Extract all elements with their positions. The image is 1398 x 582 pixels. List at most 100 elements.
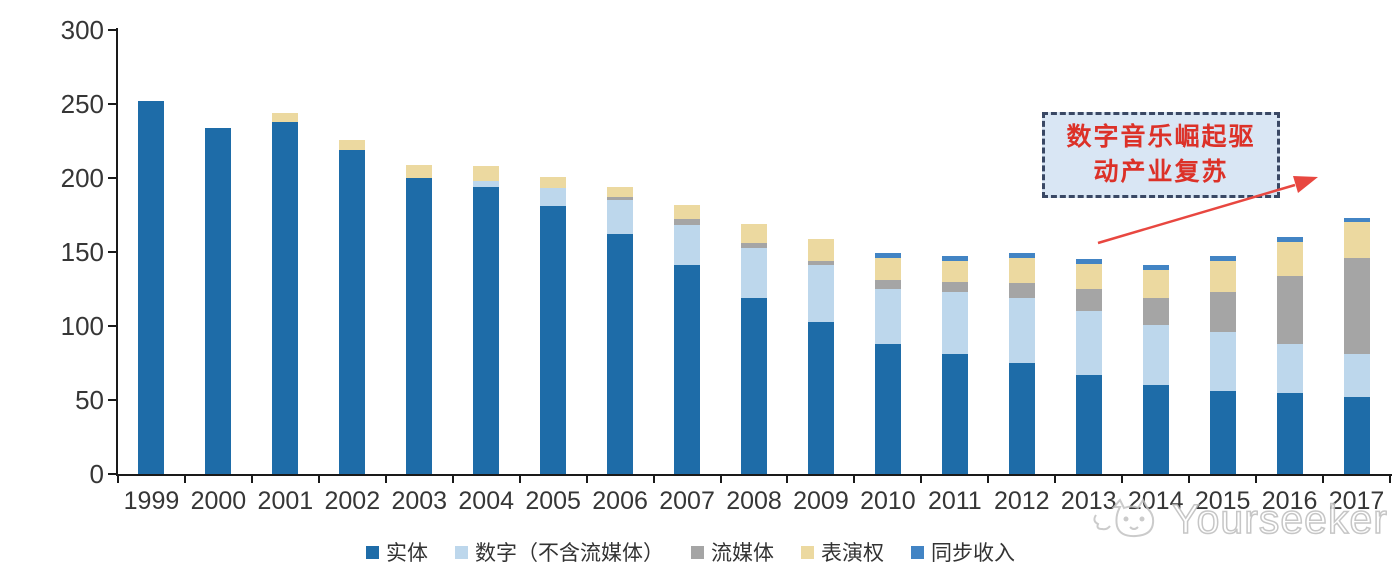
bar-segment-2004 <box>473 186 500 474</box>
y-tick <box>108 29 116 31</box>
bar-segment-2015 <box>1209 331 1236 392</box>
bar-segment-2008 <box>741 247 767 298</box>
y-tick <box>108 473 116 475</box>
bar-segment-2014 <box>1142 324 1169 386</box>
bar-segment-2013 <box>1075 311 1102 375</box>
x-tick-label: 2001 <box>257 487 314 515</box>
bar-segment-2017 <box>1343 222 1370 258</box>
bar-segment-2011 <box>941 260 968 282</box>
x-tick <box>183 476 186 483</box>
bar-segment-2008 <box>741 243 767 248</box>
bar-segment-1999 <box>138 101 165 474</box>
x-tick <box>451 476 454 483</box>
bar-segment-2003 <box>406 164 433 178</box>
bar-segment-2016 <box>1276 275 1303 344</box>
bar-segment-2006 <box>607 197 634 201</box>
bar-segment-2012 <box>1008 297 1035 363</box>
legend-item: 数字（不含流媒体） <box>455 537 664 567</box>
x-tick <box>117 476 119 483</box>
bar-segment-2006 <box>607 234 634 474</box>
bar-segment-2012 <box>1008 363 1035 474</box>
x-tick <box>1054 476 1057 483</box>
x-tick-label: 2000 <box>190 487 247 515</box>
bar-segment-2009 <box>807 265 834 322</box>
bar-segment-2010 <box>874 280 901 289</box>
x-tick-label: 2013 <box>1060 487 1117 515</box>
bar-segment-2016 <box>1276 343 1303 393</box>
bar-segment-2015 <box>1209 256 1236 261</box>
x-tick <box>920 476 923 483</box>
legend-label: 数字（不含流媒体） <box>475 542 664 565</box>
bar-segment-2000 <box>205 127 232 474</box>
x-tick <box>1188 476 1191 483</box>
y-tick-label: 0 <box>89 459 104 489</box>
bar-segment-2014 <box>1142 297 1169 325</box>
bar-segment-2003 <box>406 178 433 474</box>
x-tick-label: 2012 <box>993 487 1050 515</box>
x-tick-label: 2008 <box>726 487 782 515</box>
bar-segment-2007 <box>674 204 701 220</box>
x-tick <box>987 476 990 483</box>
legend-item: 实体 <box>366 537 428 567</box>
bar-segment-2013 <box>1075 289 1102 312</box>
bar-segment-2012 <box>1008 253 1035 258</box>
x-tick <box>719 476 722 483</box>
x-tick-label: 2005 <box>525 487 581 515</box>
bar-segment-2017 <box>1343 257 1370 355</box>
bar-segment-2017 <box>1343 217 1370 223</box>
bar-segment-2015 <box>1209 291 1236 332</box>
legend-swatch <box>455 545 468 559</box>
x-tick <box>250 476 253 483</box>
yourseeker-logo-icon <box>1093 497 1155 537</box>
bar-segment-2009 <box>807 321 834 474</box>
watermark: Yourseeker <box>1092 495 1388 543</box>
bar-segment-2001 <box>272 121 299 474</box>
bar-segment-2002 <box>339 149 366 474</box>
bar-segment-2013 <box>1075 263 1102 289</box>
x-tick <box>384 476 387 483</box>
bar-segment-2006 <box>607 186 634 198</box>
annotation-text-line1: 数字音乐崛起驱 <box>1066 123 1256 151</box>
x-tick <box>1121 476 1124 483</box>
bar-segment-2010 <box>874 257 901 281</box>
bar-segment-2015 <box>1209 391 1236 474</box>
annotation-box: 数字音乐崛起驱 动产业复苏 <box>1042 112 1280 198</box>
bar-segment-2016 <box>1276 237 1303 242</box>
x-tick-label: 2011 <box>927 487 982 515</box>
x-tick-label: 2007 <box>659 487 715 515</box>
bar-segment-2005 <box>540 188 567 207</box>
bar-segment-2011 <box>941 354 968 474</box>
x-tick-label: 2016 <box>1261 487 1318 515</box>
y-tick <box>108 177 116 179</box>
bar-segment-2013 <box>1075 259 1102 264</box>
bar-segment-2010 <box>874 289 901 344</box>
x-tick-label: 2003 <box>391 487 448 515</box>
legend-swatch <box>801 545 814 559</box>
x-tick <box>518 476 521 483</box>
x-tick-label: 2004 <box>458 487 515 515</box>
legend-label: 流媒体 <box>711 542 774 565</box>
x-tick-label: 2009 <box>793 487 849 515</box>
legend-label: 同步收入 <box>931 542 1015 565</box>
x-tick-label: 2002 <box>324 487 381 515</box>
bar-segment-2007 <box>674 219 701 226</box>
x-tick <box>853 476 856 483</box>
bar-segment-2012 <box>1008 283 1035 298</box>
y-tick-label: 100 <box>60 311 104 341</box>
legend-swatch <box>911 545 924 559</box>
bar-segment-2014 <box>1142 385 1169 474</box>
bar-segment-2007 <box>674 265 701 474</box>
bar-segment-2014 <box>1142 269 1169 298</box>
x-tick <box>317 476 320 483</box>
bar-segment-2006 <box>607 200 634 235</box>
bar-segment-2008 <box>741 297 767 474</box>
bar-segment-2010 <box>874 343 901 474</box>
x-tick-label: 1999 <box>123 487 180 515</box>
y-tick <box>108 399 116 401</box>
legend-item: 流媒体 <box>691 537 774 567</box>
x-tick-label: 2010 <box>860 487 916 515</box>
bar-segment-2012 <box>1008 257 1035 284</box>
bar-segment-2010 <box>874 253 901 258</box>
bar-segment-2014 <box>1142 265 1169 270</box>
